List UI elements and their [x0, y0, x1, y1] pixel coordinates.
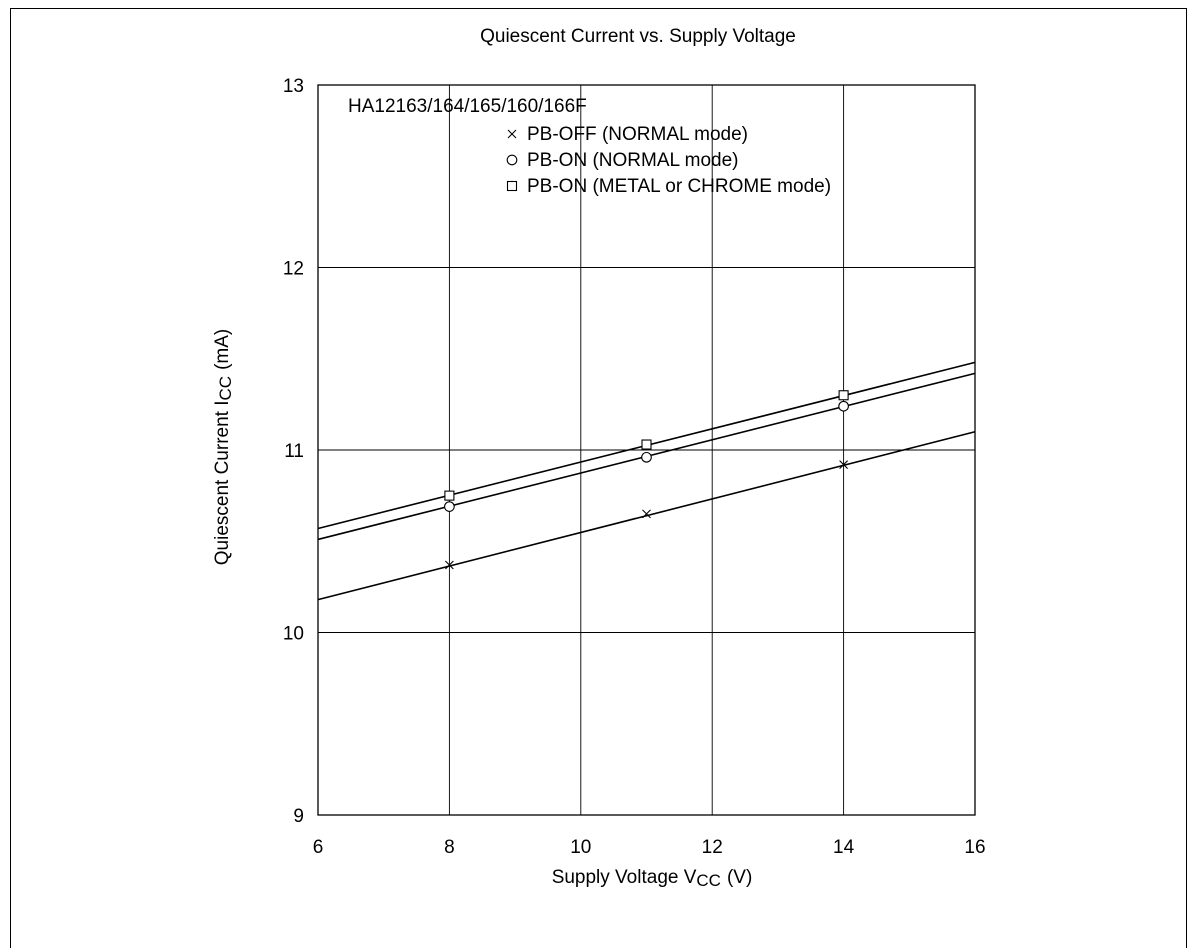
- y-tick-label: 10: [283, 624, 304, 645]
- y-axis-title: Quiescent Current ICC (mA): [212, 329, 235, 565]
- y-axis-label-main: Quiescent Current I: [212, 400, 233, 565]
- series-markers: [444, 390, 849, 570]
- x-axis-label-sub: CC: [696, 871, 721, 890]
- legend-title: HA12163/164/165/160/166F: [348, 96, 587, 117]
- marker-x: [839, 460, 848, 469]
- x-tick-label: 10: [570, 837, 591, 858]
- chart-title: Quiescent Current vs. Supply Voltage: [480, 26, 796, 47]
- x-tick-labels: 6 8 10 12 14 16: [313, 837, 986, 858]
- x-tick-label: 14: [833, 837, 855, 858]
- chart-frame: [10, 8, 1187, 948]
- x-tick-label: 8: [444, 837, 455, 858]
- legend-entry-label: PB-ON (METAL or CHROME mode): [527, 176, 831, 197]
- marker-square: [641, 439, 652, 450]
- grid: [318, 85, 975, 815]
- marker-x: [445, 560, 454, 570]
- y-axis-label-unit: (mA): [212, 329, 233, 370]
- marker-square: [506, 180, 518, 192]
- y-tick-labels: 9 10 11 12 13: [283, 76, 304, 827]
- marker-square: [444, 490, 455, 501]
- legend: HA12163/164/165/160/166F PB-OFF (NORMAL …: [348, 96, 831, 197]
- x-axis-label-unit: (V): [727, 867, 752, 888]
- y-axis-label-text: Quiescent Current ICC (mA): [212, 329, 235, 565]
- marker-square: [838, 390, 849, 401]
- marker-circle: [838, 400, 849, 412]
- y-tick-label: 12: [283, 259, 304, 280]
- marker-circle: [506, 154, 518, 166]
- y-tick-label: 11: [284, 441, 304, 462]
- y-tick-label: 13: [283, 76, 304, 97]
- x-axis-label-main: Supply Voltage V: [552, 867, 697, 888]
- marker-x: [507, 129, 517, 139]
- x-axis-label-text: Supply Voltage VCC (V): [552, 867, 753, 890]
- legend-entry-label: PB-OFF (NORMAL mode): [527, 124, 748, 145]
- marker-circle: [444, 501, 455, 512]
- x-tick-label: 16: [964, 837, 985, 858]
- legend-entry-label: PB-ON (NORMAL mode): [527, 150, 739, 171]
- marker-circle: [641, 451, 652, 463]
- marker-x: [642, 509, 651, 519]
- series-lines: [317, 361, 976, 601]
- series-line: [317, 430, 976, 601]
- x-tick-label: 12: [702, 837, 723, 858]
- x-axis-title: Supply Voltage VCC (V): [552, 867, 753, 890]
- plot-area: [317, 84, 976, 816]
- x-axis-label: Supply Voltage V: [0, 0, 73, 5]
- x-tick-label: 6: [313, 837, 324, 858]
- y-tick-label: 9: [293, 806, 304, 827]
- y-axis-label-sub: CC: [216, 376, 235, 401]
